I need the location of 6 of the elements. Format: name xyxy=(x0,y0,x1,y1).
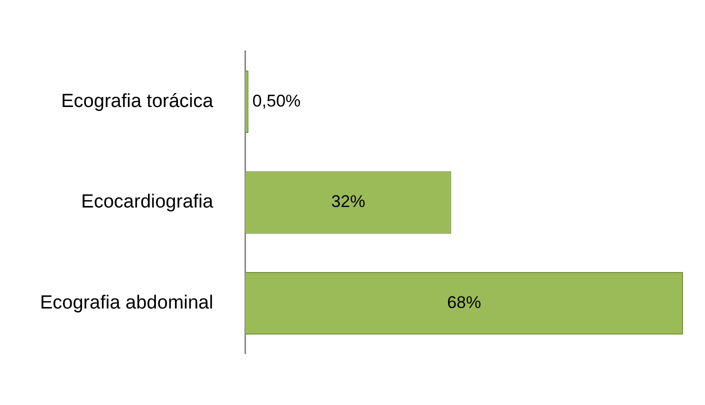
y-tick-label: Ecocardiografia xyxy=(81,192,214,213)
y-tick-label: Ecografia torácica xyxy=(61,91,214,112)
data-label: 32% xyxy=(331,192,366,212)
data-label: 0,50% xyxy=(252,91,301,110)
data-label: 68% xyxy=(447,292,482,312)
y-tick-label: Ecografia abdominal xyxy=(40,292,214,314)
